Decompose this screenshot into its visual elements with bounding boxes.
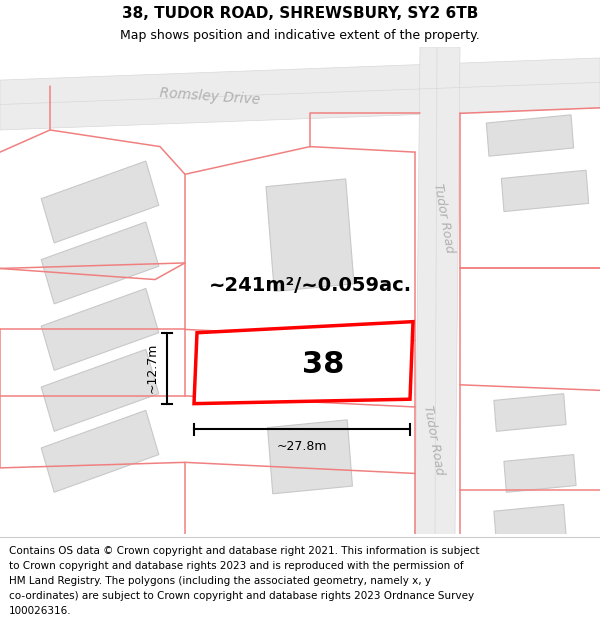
Text: Romsley Drive: Romsley Drive xyxy=(159,86,261,108)
Polygon shape xyxy=(41,289,159,371)
Polygon shape xyxy=(487,115,574,156)
Text: 38, TUDOR ROAD, SHREWSBURY, SY2 6TB: 38, TUDOR ROAD, SHREWSBURY, SY2 6TB xyxy=(122,6,478,21)
Polygon shape xyxy=(194,322,413,404)
Polygon shape xyxy=(504,454,576,493)
Polygon shape xyxy=(266,179,354,291)
Text: Contains OS data © Crown copyright and database right 2021. This information is : Contains OS data © Crown copyright and d… xyxy=(9,546,479,556)
Text: Tudor Road: Tudor Road xyxy=(421,404,446,476)
Text: HM Land Registry. The polygons (including the associated geometry, namely x, y: HM Land Registry. The polygons (includin… xyxy=(9,576,431,586)
Text: Map shows position and indicative extent of the property.: Map shows position and indicative extent… xyxy=(120,29,480,42)
Polygon shape xyxy=(0,58,600,130)
Polygon shape xyxy=(41,349,159,431)
Text: Tudor Road: Tudor Road xyxy=(431,182,457,254)
Text: 38: 38 xyxy=(302,350,344,379)
Text: ~241m²/~0.059ac.: ~241m²/~0.059ac. xyxy=(208,276,412,294)
Polygon shape xyxy=(268,420,352,494)
Text: ~27.8m: ~27.8m xyxy=(277,441,327,453)
Polygon shape xyxy=(494,504,566,542)
Polygon shape xyxy=(494,394,566,431)
Polygon shape xyxy=(41,222,159,304)
Polygon shape xyxy=(41,411,159,492)
Polygon shape xyxy=(502,170,589,212)
Text: to Crown copyright and database rights 2023 and is reproduced with the permissio: to Crown copyright and database rights 2… xyxy=(9,561,464,571)
Text: ~12.7m: ~12.7m xyxy=(146,343,158,393)
Text: co-ordinates) are subject to Crown copyright and database rights 2023 Ordnance S: co-ordinates) are subject to Crown copyr… xyxy=(9,591,474,601)
Text: 100026316.: 100026316. xyxy=(9,606,71,616)
Polygon shape xyxy=(415,47,460,534)
Polygon shape xyxy=(41,161,159,243)
